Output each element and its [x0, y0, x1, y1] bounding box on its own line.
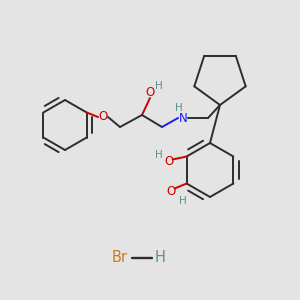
Text: O: O	[98, 110, 108, 124]
Text: O: O	[146, 86, 154, 100]
Text: O: O	[164, 155, 173, 168]
Text: H: H	[155, 151, 163, 160]
Text: Br: Br	[112, 250, 128, 266]
Text: H: H	[175, 103, 183, 113]
Text: H: H	[154, 250, 165, 266]
Text: N: N	[178, 112, 188, 124]
Text: H: H	[179, 196, 187, 206]
Text: O: O	[166, 185, 175, 198]
Text: H: H	[155, 81, 163, 91]
